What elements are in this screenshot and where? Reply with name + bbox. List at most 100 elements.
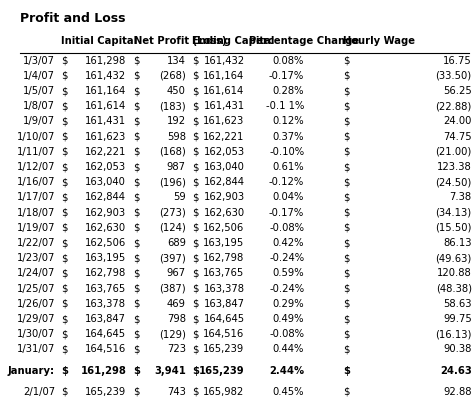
Text: (183): (183)	[159, 101, 186, 111]
Text: 162,798: 162,798	[203, 253, 245, 263]
Text: $: $	[61, 147, 68, 157]
Text: 162,506: 162,506	[85, 238, 126, 248]
Text: $: $	[134, 223, 140, 233]
Text: (34.13): (34.13)	[436, 208, 472, 218]
Text: 0.12%: 0.12%	[273, 116, 304, 126]
Text: 0.04%: 0.04%	[273, 192, 304, 202]
Text: 798: 798	[167, 314, 186, 324]
Text: 134: 134	[167, 56, 186, 66]
Text: $: $	[343, 71, 350, 81]
Text: $: $	[61, 192, 68, 202]
Text: $: $	[134, 177, 140, 187]
Text: 1/12/07: 1/12/07	[17, 162, 55, 172]
Text: 162,221: 162,221	[85, 147, 126, 157]
Text: (49.63): (49.63)	[436, 253, 472, 263]
Text: 598: 598	[167, 132, 186, 142]
Text: $: $	[192, 101, 198, 111]
Text: $: $	[192, 147, 198, 157]
Text: $: $	[134, 299, 140, 309]
Text: 164,645: 164,645	[203, 314, 245, 324]
Text: -0.24%: -0.24%	[269, 253, 304, 263]
Text: 1/22/07: 1/22/07	[17, 238, 55, 248]
Text: -0.08%: -0.08%	[269, 329, 304, 339]
Text: $: $	[134, 329, 140, 339]
Text: $: $	[192, 268, 198, 278]
Text: $: $	[61, 387, 68, 397]
Text: $: $	[343, 314, 350, 324]
Text: 56.25: 56.25	[443, 86, 472, 96]
Text: (21.00): (21.00)	[436, 147, 472, 157]
Text: 1/29/07: 1/29/07	[17, 314, 55, 324]
Text: 162,506: 162,506	[203, 223, 245, 233]
Text: 1/11/07: 1/11/07	[17, 147, 55, 157]
Text: 1/25/07: 1/25/07	[17, 284, 55, 294]
Text: 1/23/07: 1/23/07	[17, 253, 55, 263]
Text: 161,298: 161,298	[80, 366, 126, 376]
Text: $: $	[134, 253, 140, 263]
Text: $: $	[61, 268, 68, 278]
Text: 165,239: 165,239	[199, 366, 245, 376]
Text: $: $	[134, 147, 140, 157]
Text: 0.44%: 0.44%	[273, 344, 304, 354]
Text: 163,847: 163,847	[85, 314, 126, 324]
Text: (129): (129)	[159, 329, 186, 339]
Text: $: $	[61, 238, 68, 248]
Text: -0.10%: -0.10%	[269, 147, 304, 157]
Text: 161,623: 161,623	[203, 116, 245, 126]
Text: 0.28%: 0.28%	[273, 86, 304, 96]
Text: $: $	[343, 208, 350, 218]
Text: $: $	[343, 299, 350, 309]
Text: 163,195: 163,195	[85, 253, 126, 263]
Text: $: $	[61, 116, 68, 126]
Text: $: $	[61, 56, 68, 66]
Text: (387): (387)	[159, 284, 186, 294]
Text: 0.08%: 0.08%	[273, 56, 304, 66]
Text: 1/31/07: 1/31/07	[17, 344, 55, 354]
Text: $: $	[192, 238, 198, 248]
Text: $: $	[61, 132, 68, 142]
Text: 743: 743	[167, 387, 186, 397]
Text: $: $	[343, 284, 350, 294]
Text: 162,630: 162,630	[85, 223, 126, 233]
Text: 1/4/07: 1/4/07	[23, 71, 55, 81]
Text: 161,431: 161,431	[203, 101, 245, 111]
Text: 24.00: 24.00	[443, 116, 472, 126]
Text: $: $	[343, 116, 350, 126]
Text: 1/10/07: 1/10/07	[17, 132, 55, 142]
Text: 2/1/07: 2/1/07	[23, 387, 55, 397]
Text: $: $	[134, 56, 140, 66]
Text: -0.17%: -0.17%	[269, 71, 304, 81]
Text: 0.29%: 0.29%	[273, 299, 304, 309]
Text: $: $	[61, 299, 68, 309]
Text: $: $	[192, 314, 198, 324]
Text: -0.08%: -0.08%	[269, 223, 304, 233]
Text: $: $	[192, 329, 198, 339]
Text: 162,221: 162,221	[203, 132, 245, 142]
Text: 1/16/07: 1/16/07	[17, 177, 55, 187]
Text: 1/5/07: 1/5/07	[23, 86, 55, 96]
Text: 161,614: 161,614	[203, 86, 245, 96]
Text: $: $	[192, 223, 198, 233]
Text: 163,195: 163,195	[203, 238, 245, 248]
Text: 59: 59	[173, 192, 186, 202]
Text: $: $	[343, 101, 350, 111]
Text: $: $	[192, 344, 198, 354]
Text: 161,164: 161,164	[203, 71, 245, 81]
Text: 164,516: 164,516	[203, 329, 245, 339]
Text: $: $	[343, 56, 350, 66]
Text: $: $	[343, 329, 350, 339]
Text: 1/26/07: 1/26/07	[17, 299, 55, 309]
Text: $: $	[192, 116, 198, 126]
Text: $: $	[192, 177, 198, 187]
Text: 7.38: 7.38	[449, 192, 472, 202]
Text: (397): (397)	[159, 253, 186, 263]
Text: 16.75: 16.75	[443, 56, 472, 66]
Text: 162,844: 162,844	[203, 177, 245, 187]
Text: 163,847: 163,847	[203, 299, 245, 309]
Text: (15.50): (15.50)	[435, 223, 472, 233]
Text: 24.63: 24.63	[440, 366, 472, 376]
Text: 123.38: 123.38	[437, 162, 472, 172]
Text: $: $	[192, 299, 198, 309]
Text: 0.49%: 0.49%	[273, 314, 304, 324]
Text: -0.12%: -0.12%	[269, 177, 304, 187]
